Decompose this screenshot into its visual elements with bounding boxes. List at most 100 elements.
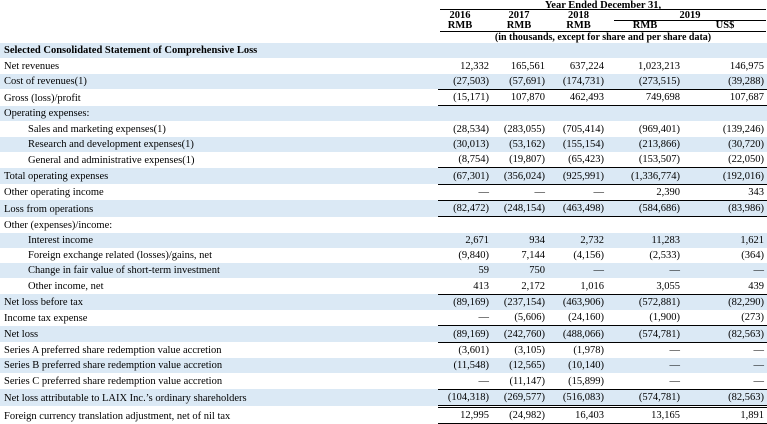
row-label: Total operating expenses	[0, 167, 438, 185]
table-row: Series C preferred share redemption valu…	[0, 373, 767, 390]
row-label: Other (expenses)/income:	[4, 219, 113, 231]
cell-2019-usd: (39,288)	[683, 73, 767, 90]
cell-2019-rmb: (574,781)	[607, 389, 683, 408]
cell-2016: (8,754)	[438, 152, 492, 169]
cell-2018: (4,156)	[573, 250, 604, 262]
cell-2019-usd: (30,720)	[683, 136, 767, 153]
cell-2019-rmb: —	[607, 263, 683, 279]
cell-2016: —	[438, 310, 492, 327]
table-row: Series A preferred share redemption valu…	[0, 342, 767, 358]
cell-2017: (248,154)	[492, 200, 548, 218]
cell-2019-rmb: —	[607, 373, 683, 390]
cell-2019-rmb: (2,533)	[649, 250, 680, 262]
row-label: Gross (loss)/profit	[4, 92, 81, 104]
cell-2016: —	[438, 373, 492, 390]
statement-table: Selected Consolidated Statement of Compr…	[0, 43, 767, 424]
row-label: Operating expenses:	[0, 105, 438, 122]
cell-2019-usd: 1,891	[683, 406, 767, 424]
table-row: Other operating income — — —2,390 343	[0, 184, 767, 201]
cell-2019-rmb: —	[607, 357, 683, 374]
cell-2019-usd	[683, 43, 767, 59]
cell-2017	[492, 105, 548, 122]
cell-2019-rmb	[607, 217, 683, 233]
cell-2017: (242,760)	[492, 325, 548, 343]
year-2017: 2017	[508, 10, 530, 21]
cell-2018: (15,899)	[548, 373, 607, 390]
cell-2019-rmb: —	[669, 344, 681, 356]
cell-2019-usd: 1,621	[683, 232, 767, 248]
cell-2019-usd: —	[683, 373, 767, 390]
cell-2018: (516,083)	[548, 389, 607, 408]
cell-2019-usd: (22,050)	[683, 152, 767, 169]
currency-rule	[440, 31, 766, 32]
cell-2019-rmb: 13,165	[607, 406, 683, 424]
cell-2017: 934	[492, 232, 548, 248]
cell-2016: —	[438, 184, 492, 201]
cell-2019-rmb: (572,881)	[607, 294, 683, 311]
cell-2018: —	[548, 184, 607, 201]
row-label: Series B preferred share redemption valu…	[0, 357, 438, 374]
cell-2016: (9,840)	[458, 250, 489, 262]
cell-2018: (10,140)	[548, 357, 607, 374]
cell-2016: 12,995	[438, 406, 492, 424]
cell-2019-rmb	[607, 43, 683, 59]
year-2019-rule	[614, 20, 766, 21]
table-row: Other (expenses)/income:	[0, 217, 767, 233]
cell-2019-rmb: (1,336,774)	[607, 167, 683, 185]
period-rule	[440, 9, 766, 10]
row-label: Sales and marketing expenses(1)	[28, 123, 166, 135]
cell-2019-rmb: (574,781)	[607, 325, 683, 343]
table-row: Net loss (89,169) (242,760) (488,066) (574,7…	[0, 325, 767, 343]
cell-2018	[548, 105, 607, 122]
cell-2018: (463,498)	[548, 200, 607, 218]
cell-2018: (1,978)	[573, 344, 604, 356]
table-row: Foreign currency translation adjustment,…	[0, 406, 767, 424]
cell-2017	[492, 217, 548, 233]
row-label: Cost of revenues(1)	[0, 73, 438, 90]
cell-2017: 165,561	[510, 60, 545, 72]
table-row: Gross (loss)/profit (15,171) 107,870 462,49…	[0, 89, 767, 107]
cell-2018	[548, 43, 607, 59]
cell-2019-rmb: (153,507)	[607, 152, 683, 169]
row-label: Loss from operations	[0, 200, 438, 217]
cell-2016: (3,601)	[458, 344, 489, 356]
row-label: Other income, net	[28, 281, 104, 293]
row-label: Change in fair value of short-term inves…	[0, 263, 438, 279]
cell-2016: (67,301)	[438, 167, 492, 185]
row-label: Foreign currency translation adjustment,…	[4, 410, 231, 422]
row-label: Net revenues	[4, 60, 60, 72]
units-note: (in thousands, except for share and per …	[494, 32, 712, 43]
cell-2019-rmb: 1,023,213	[638, 60, 680, 72]
cell-2018: 637,224	[569, 60, 604, 72]
row-label: Net loss	[0, 325, 438, 343]
cell-2018: (925,991)	[548, 167, 607, 185]
table-row: Foreign exchange related (losses)/gains,…	[0, 248, 767, 263]
cell-2018: (65,423)	[548, 152, 607, 169]
cell-2019-rmb	[607, 105, 683, 122]
cell-2016: (89,169)	[438, 294, 492, 311]
table-row: Other income, net 413 2,172 1,016 3,055 439	[0, 278, 767, 295]
cell-2016: (15,171)	[438, 89, 492, 107]
cell-2016: (30,013)	[438, 136, 492, 153]
table-row: General and administrative expenses(1) (8…	[0, 152, 767, 169]
cell-2019-usd	[683, 217, 767, 233]
cell-2016	[438, 43, 492, 59]
cell-2018: (705,414)	[562, 123, 604, 135]
currency-2019-rmb: RMB	[632, 20, 658, 31]
cell-2016	[438, 105, 492, 122]
cell-2016	[438, 217, 492, 233]
table-row: Change in fair value of short-term inves…	[0, 263, 767, 279]
cell-2018	[548, 217, 607, 233]
cell-2016: 59	[438, 263, 492, 279]
cell-2019-usd: 439	[683, 278, 767, 295]
cell-2017: (356,024)	[492, 167, 548, 185]
table-row: Loss from operations (82,472) (248,154) (46…	[0, 200, 767, 218]
cell-2017: (237,154)	[492, 294, 548, 311]
currency-2017: RMB	[506, 20, 532, 31]
row-label: Net loss attributable to LAIX Inc.’s ord…	[0, 389, 438, 407]
cell-2019-usd: (82,290)	[683, 294, 767, 311]
cell-2016: (89,169)	[438, 325, 492, 343]
cell-2018: (463,906)	[548, 294, 607, 311]
year-2016: 2016	[449, 10, 471, 21]
table-row: Cost of revenues(1) (27,503) (57,691) (174,…	[0, 73, 767, 90]
